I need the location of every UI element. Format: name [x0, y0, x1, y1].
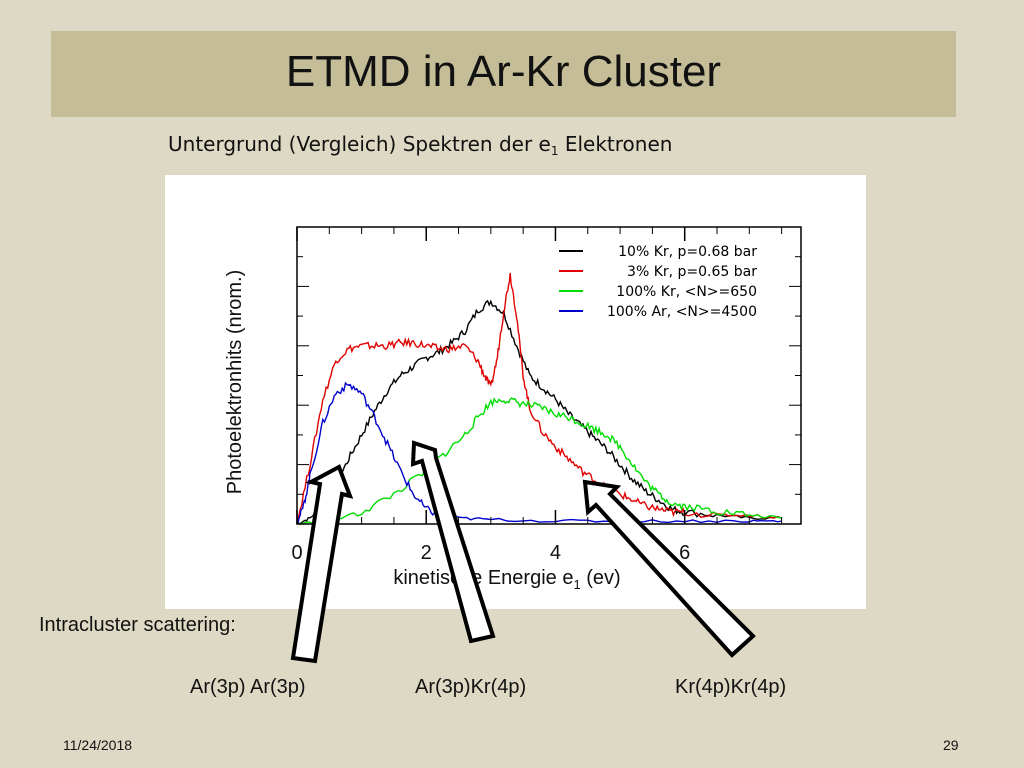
series-line-0 — [296, 299, 782, 525]
y-axis-label: Photoelektronhits (nrom.) — [224, 270, 246, 495]
label-kr-kr: Kr(4p)Kr(4p) — [675, 676, 787, 698]
arrow-ar-kr — [410, 440, 496, 644]
x-axis-label-main: kinetische Energie e — [393, 567, 573, 589]
legend-entry: 10% Kr, p=0.68 bar — [618, 244, 757, 260]
x-tick-label: 2 — [421, 542, 432, 564]
x-axis-label-subscript: 1 — [573, 577, 580, 592]
intracluster-label: Intracluster scattering: — [39, 614, 236, 636]
slide-subtitle: Untergrund (Vergleich) Spektren der e1 E… — [168, 132, 672, 158]
label-ar-kr: Ar(3p)Kr(4p) — [415, 676, 527, 698]
x-tick-label: 6 — [679, 542, 690, 564]
footer-date: 11/24/2018 — [63, 737, 133, 753]
subtitle-main: Untergrund (Vergleich) Spektren der e — [168, 132, 551, 156]
arrow-kr-kr — [582, 479, 756, 658]
chart-panel — [165, 175, 866, 609]
series-line-1 — [296, 272, 782, 525]
footer-page-number: 29 — [943, 737, 959, 753]
legend-entry: 100% Ar, <N>=4500 — [607, 304, 757, 320]
x-axis-label-tail: (ev) — [581, 567, 621, 589]
slide-title: ETMD in Ar-Kr Cluster — [285, 47, 722, 96]
label-ar-ar: Ar(3p) Ar(3p) — [190, 676, 306, 698]
annotation-arrows — [290, 440, 756, 664]
legend-entry: 3% Kr, p=0.65 bar — [627, 264, 757, 280]
x-tick-label: 0 — [291, 542, 302, 564]
title-bar: ETMD in Ar-Kr Cluster — [51, 31, 956, 117]
x-tick-label: 4 — [550, 542, 561, 564]
subtitle-tail: Elektronen — [558, 132, 673, 156]
subtitle-subscript: 1 — [550, 144, 559, 158]
legend-entry: 100% Kr, <N>=650 — [616, 284, 757, 300]
arrow-ar-ar — [290, 464, 354, 664]
x-axis-label: kinetische Energie e1 (ev) — [393, 567, 620, 592]
